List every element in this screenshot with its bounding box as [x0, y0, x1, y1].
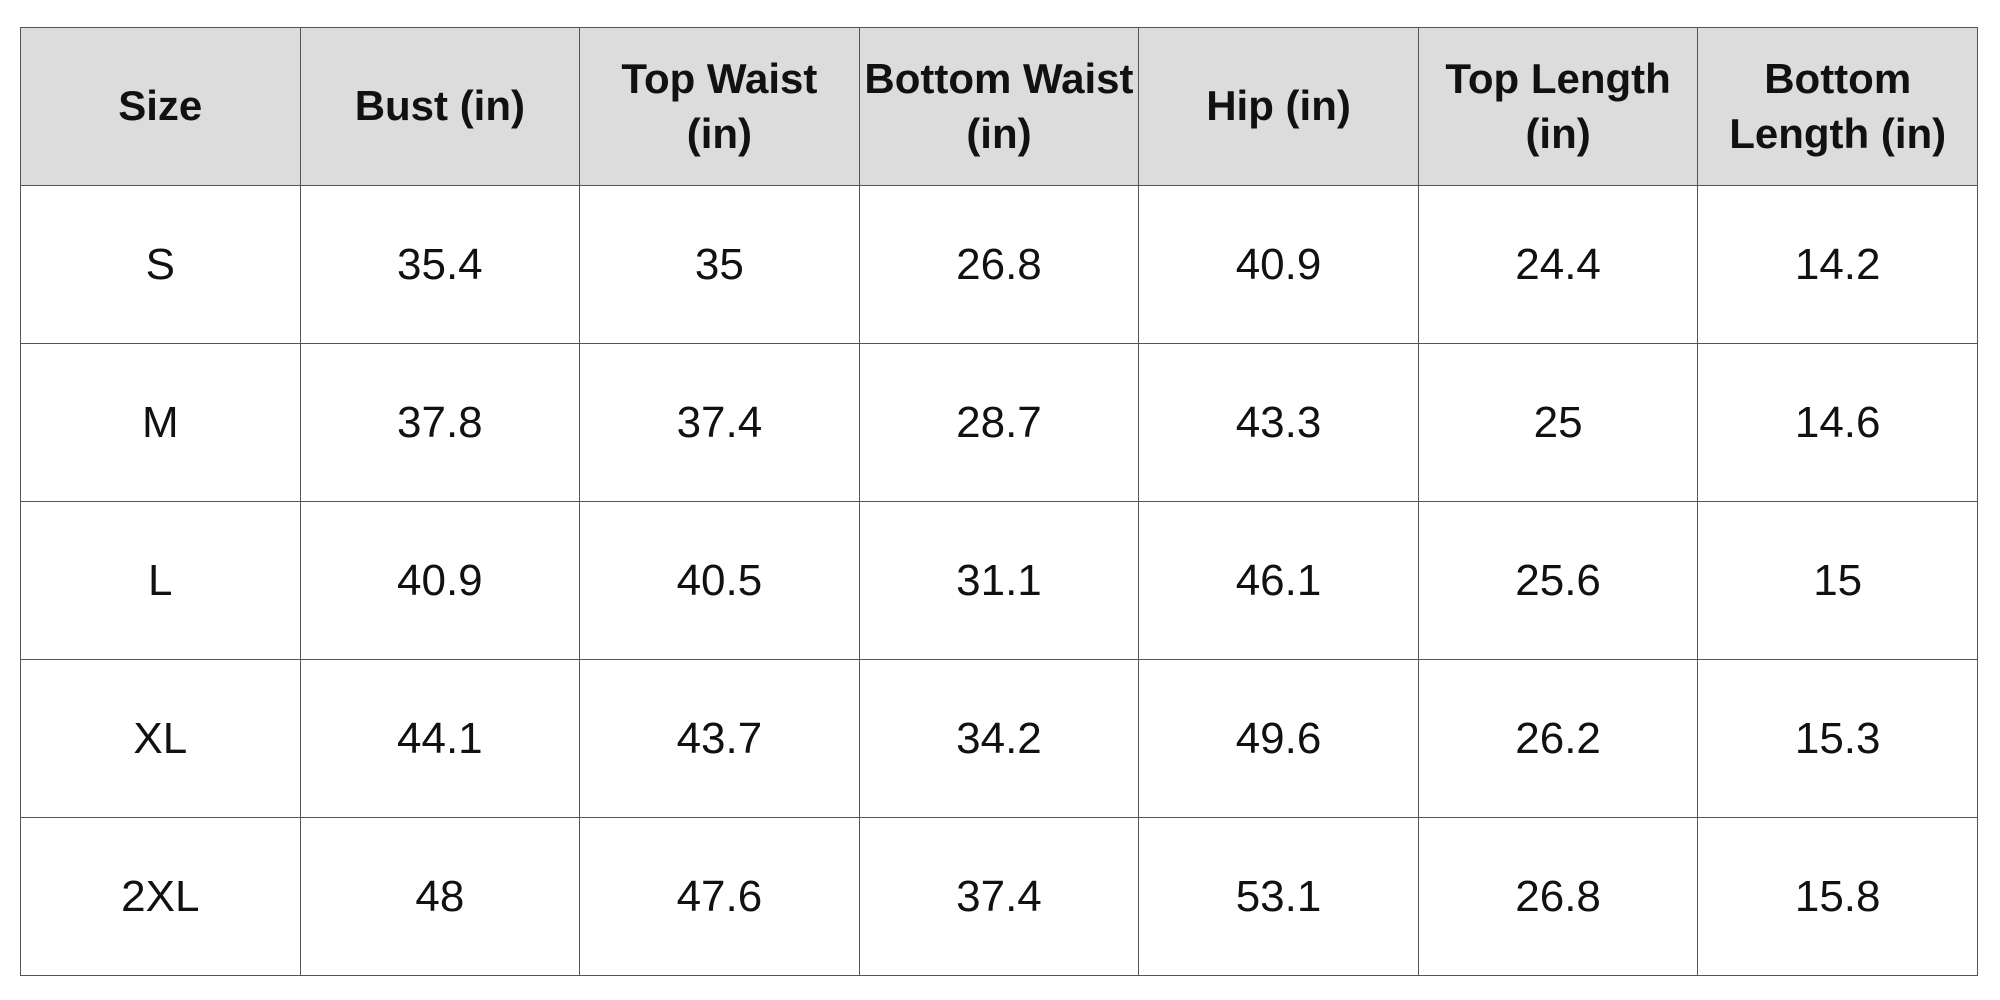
size-table: Size Bust (in) Top Waist (in) Bottom Waist …	[20, 27, 1978, 976]
measurement-cell: 34.2	[858, 659, 1140, 818]
size-cell: S	[20, 185, 301, 344]
table-body: S 35.4 35 26.8 40.9 24.4 14.2 M 37.8 37.4 28.7 43.3…	[20, 185, 1978, 976]
measurement-cell: 14.2	[1697, 185, 1978, 344]
table-header: Size Bust (in) Top Waist (in) Bottom Waist …	[20, 27, 1978, 186]
measurement-cell: 44.1	[299, 659, 581, 818]
measurement-cell: 26.8	[1417, 817, 1699, 976]
measurement-cell: 15.8	[1697, 817, 1978, 976]
header-cell: Top Waist (in)	[579, 27, 860, 186]
header-cell: Bust (in)	[299, 27, 581, 186]
measurement-cell: 15	[1697, 501, 1978, 660]
measurement-cell: 40.5	[579, 501, 860, 660]
measurement-cell: 35.4	[299, 185, 581, 344]
measurement-cell: 14.6	[1697, 343, 1978, 502]
header-cell: Hip (in)	[1138, 27, 1419, 186]
header-cell: Bottom Waist (in)	[858, 27, 1140, 186]
size-cell: L	[20, 501, 301, 660]
measurement-cell: 37.8	[299, 343, 581, 502]
size-cell: 2XL	[20, 817, 301, 976]
measurement-cell: 31.1	[858, 501, 1140, 660]
measurement-cell: 15.3	[1697, 659, 1978, 818]
measurement-cell: 43.3	[1138, 343, 1419, 502]
measurement-cell: 48	[299, 817, 581, 976]
measurement-cell: 35	[579, 185, 860, 344]
measurement-cell: 40.9	[1138, 185, 1419, 344]
measurement-cell: 47.6	[579, 817, 860, 976]
measurement-cell: 25	[1417, 343, 1699, 502]
measurement-cell: 46.1	[1138, 501, 1419, 660]
size-cell: XL	[20, 659, 301, 818]
measurement-cell: 53.1	[1138, 817, 1419, 976]
header-cell: Top Length (in)	[1417, 27, 1699, 186]
table-row: L 40.9 40.5 31.1 46.1 25.6 15	[20, 501, 1978, 660]
header-cell: Bottom Length (in)	[1697, 27, 1978, 186]
measurement-cell: 37.4	[858, 817, 1140, 976]
header-row: Size Bust (in) Top Waist (in) Bottom Waist …	[20, 27, 1978, 186]
table-row: 2XL 48 47.6 37.4 53.1 26.8 15.8	[20, 817, 1978, 976]
table-row: M 37.8 37.4 28.7 43.3 25 14.6	[20, 343, 1978, 502]
measurement-cell: 43.7	[579, 659, 860, 818]
table-row: XL 44.1 43.7 34.2 49.6 26.2 15.3	[20, 659, 1978, 818]
measurement-cell: 28.7	[858, 343, 1140, 502]
measurement-cell: 24.4	[1417, 185, 1699, 344]
measurement-cell: 26.8	[858, 185, 1140, 344]
measurement-cell: 40.9	[299, 501, 581, 660]
measurement-cell: 49.6	[1138, 659, 1419, 818]
measurement-cell: 26.2	[1417, 659, 1699, 818]
table-row: S 35.4 35 26.8 40.9 24.4 14.2	[20, 185, 1978, 344]
header-cell: Size	[20, 27, 301, 186]
size-cell: M	[20, 343, 301, 502]
measurement-cell: 25.6	[1417, 501, 1699, 660]
measurement-cell: 37.4	[579, 343, 860, 502]
